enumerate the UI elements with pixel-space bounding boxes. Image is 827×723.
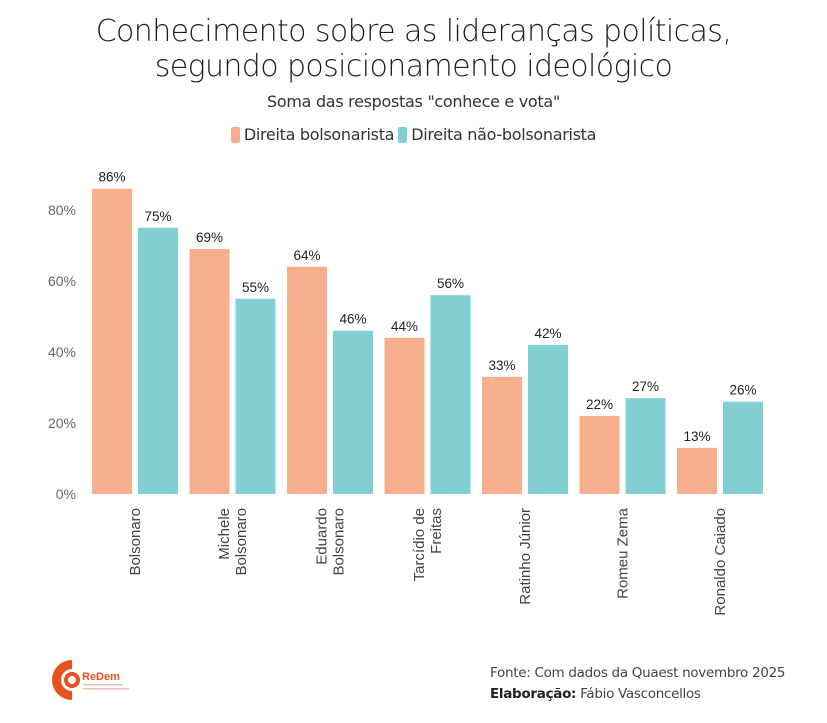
legend-item-bolsonarista: Direita bolsonarista xyxy=(230,125,395,144)
bar-value-label: 26% xyxy=(729,383,756,398)
bar-bolsonarista xyxy=(384,337,425,494)
redem-logo: ReDem xyxy=(50,658,160,702)
credit-name: Fábio Vasconcellos xyxy=(576,686,701,702)
footer: Fonte: Com dados da Quaest novembro 2025… xyxy=(490,663,785,705)
source-text: Fonte: Com dados da Quaest novembro 2025 xyxy=(490,665,786,681)
bars xyxy=(92,188,763,494)
legend-swatch-nao-bolsonarista xyxy=(398,126,408,143)
x-category-label: Ronaldo Caiado xyxy=(712,508,729,616)
bar-value-label: 64% xyxy=(293,248,320,263)
y-tick-label: 20% xyxy=(48,415,76,431)
bar-bolsonarista xyxy=(579,415,620,494)
bar-bolsonarista xyxy=(189,249,230,494)
bar-chart: 0% 20% 40% 60% 80% 86% 75% 69% 55% 64% 46% 44% 56% 3… xyxy=(48,170,763,616)
x-category-label: Eduardo xyxy=(314,508,331,565)
bar-nao-bolsonarista xyxy=(430,295,471,494)
y-tick-label: 80% xyxy=(48,202,76,218)
legend-label-bolsonarista: Direita bolsonarista xyxy=(243,125,395,144)
bar-nao-bolsonarista xyxy=(723,401,763,494)
y-axis: 0% 20% 40% 60% 80% xyxy=(48,202,76,502)
x-category-label: Ratinho Júnior xyxy=(517,508,534,605)
bar-nao-bolsonarista xyxy=(528,344,568,494)
bar-value-label: 27% xyxy=(632,379,659,394)
bar-nao-bolsonarista xyxy=(138,227,178,494)
bar-value-label: 13% xyxy=(683,429,710,444)
x-category-label: Michele xyxy=(216,508,233,560)
legend-swatch-bolsonarista xyxy=(230,126,240,143)
bar-bolsonarista xyxy=(287,266,327,494)
bar-nao-bolsonarista xyxy=(625,398,666,494)
bar-value-label: 44% xyxy=(391,319,418,334)
chart-title-line-2: segundo posicionamento ideológico xyxy=(154,49,673,84)
x-category-label: Bolsonaro xyxy=(331,508,348,576)
legend-label-nao-bolsonarista: Direita não-bolsonarista xyxy=(411,125,597,144)
x-category-label: Romeu Zema xyxy=(615,507,632,599)
bar-nao-bolsonarista xyxy=(333,330,373,494)
bar-value-label: 75% xyxy=(144,209,171,224)
bar-bolsonarista xyxy=(92,188,132,494)
x-category-label: Bolsonaro xyxy=(233,508,250,576)
bar-value-label: 42% xyxy=(534,326,561,341)
bar-value-label: 33% xyxy=(488,358,515,373)
bar-value-label: 55% xyxy=(242,280,269,295)
credit-text: Elaboração: Fábio Vasconcellos xyxy=(490,684,785,705)
y-tick-label: 60% xyxy=(48,273,76,289)
chart-subtitle: Soma das respostas "conhece e vota" xyxy=(267,92,560,111)
x-category-label: Bolsonaro xyxy=(127,508,144,576)
legend: Direita bolsonarista Direita não-bolsona… xyxy=(0,125,827,144)
x-axis-labels: Bolsonaro Michele Bolsonaro Eduardo Bolsonar… xyxy=(127,507,729,615)
bar-value-label: 56% xyxy=(437,276,464,291)
redem-logo-icon: ReDem xyxy=(52,660,129,700)
bar-value-label: 22% xyxy=(586,397,613,412)
bar-value-label: 46% xyxy=(339,312,366,327)
bar-bolsonarista xyxy=(677,447,717,494)
legend-item-nao-bolsonarista: Direita não-bolsonarista xyxy=(398,125,596,144)
y-tick-label: 40% xyxy=(48,344,76,360)
bar-bolsonarista xyxy=(482,376,522,494)
logo-text: ReDem xyxy=(82,671,120,683)
bar-value-label: 69% xyxy=(196,230,223,245)
x-category-label: Tarcídio de xyxy=(411,508,428,581)
credit-label: Elaboração: xyxy=(490,686,577,702)
x-category-label: Freitas xyxy=(428,508,445,554)
bar-value-label: 86% xyxy=(98,170,125,185)
value-labels: 86% 75% 69% 55% 64% 46% 44% 56% 33% 42% 22% 27% 13% 2… xyxy=(98,170,756,444)
chart-title-line-1: Conhecimento sobre as lideranças polític… xyxy=(95,14,732,49)
y-tick-label: 0% xyxy=(56,486,76,502)
bar-nao-bolsonarista xyxy=(235,298,276,494)
